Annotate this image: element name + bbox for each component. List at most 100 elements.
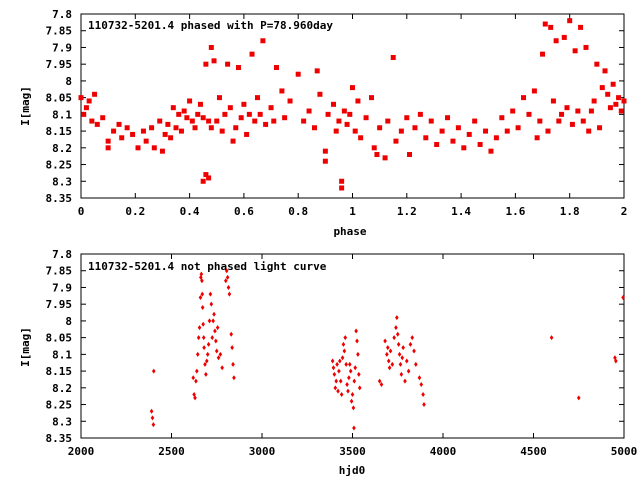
- phased-data-point: [157, 118, 163, 124]
- unphased-data-point: [399, 371, 404, 377]
- unphased-data-point: [403, 378, 407, 384]
- phased-data-point: [206, 118, 212, 124]
- phased-data-point: [515, 125, 521, 131]
- phased-data-point: [616, 95, 622, 101]
- phased-data-point: [94, 121, 100, 127]
- phased-y-tick-label: 7.85: [46, 25, 73, 38]
- unphased-data-point: [193, 395, 197, 401]
- unphased-data-point: [331, 365, 336, 371]
- unphased-data-point: [387, 365, 392, 371]
- unphased-data-point: [397, 351, 402, 357]
- unphased-data-point: [205, 351, 210, 357]
- unphased-plot-title: 110732-5201.4 not phased light curve: [88, 260, 327, 273]
- phased-data-point: [219, 128, 225, 134]
- unphased-data-point: [231, 361, 235, 367]
- phased-data-point: [311, 125, 317, 131]
- unphased-data-point: [195, 368, 199, 374]
- phased-data-point: [610, 81, 616, 87]
- unphased-data-point: [206, 341, 211, 347]
- unphased-data-point: [383, 338, 387, 344]
- unphased-y-tick-label: 8.25: [46, 399, 73, 412]
- unphased-data-point: [396, 341, 401, 347]
- phased-x-tick-label: 0: [78, 205, 85, 218]
- phased-data-point: [214, 118, 220, 124]
- phased-data-point: [578, 24, 584, 30]
- phased-data-point: [428, 118, 434, 124]
- phased-data-point: [445, 115, 451, 121]
- unphased-data-point: [208, 291, 213, 297]
- phased-y-tick-label: 8.05: [46, 92, 73, 105]
- unphased-data-point: [621, 294, 625, 300]
- phased-data-point: [86, 98, 92, 104]
- phased-y-tick-label: 8.3: [52, 175, 72, 188]
- unphased-data-point: [227, 291, 232, 297]
- phased-x-tick-label: 1: [349, 205, 356, 218]
- phased-data-point: [605, 91, 611, 97]
- unphased-data-point: [151, 368, 156, 374]
- phased-data-point: [235, 65, 241, 71]
- unphased-y-tick-label: 7.8: [52, 248, 72, 261]
- unphased-data-point: [614, 358, 618, 364]
- phased-data-point: [597, 125, 603, 131]
- unphased-data-point: [207, 318, 212, 324]
- unphased-data-point: [350, 392, 355, 398]
- unphased-y-tick-label: 8: [65, 315, 72, 328]
- phased-data-point: [586, 128, 592, 134]
- phased-data-point: [358, 135, 364, 141]
- phased-y-tick-label: 8: [65, 75, 72, 88]
- unphased-data-point: [214, 338, 218, 344]
- phased-data-point: [140, 128, 146, 134]
- phased-data-point: [407, 152, 413, 158]
- unphased-y-tick-label: 8.35: [46, 432, 73, 445]
- unphased-data-point: [197, 325, 202, 331]
- unphased-data-point: [417, 375, 422, 381]
- phased-data-point: [575, 108, 581, 114]
- phased-data-point: [208, 125, 214, 131]
- unphased-data-point: [395, 315, 399, 321]
- unphased-data-point: [347, 361, 352, 367]
- unphased-data-point: [338, 378, 343, 384]
- phased-data-point: [369, 95, 375, 101]
- unphased-x-tick-label: 4000: [430, 445, 457, 458]
- phased-data-point: [599, 85, 605, 91]
- unphased-data-point: [204, 371, 208, 377]
- phased-x-tick-label: 1.4: [451, 205, 471, 218]
- phased-data-point: [149, 125, 155, 131]
- phased-data-point: [271, 118, 277, 124]
- phased-data-point: [567, 18, 573, 24]
- phased-data-point: [537, 118, 543, 124]
- phased-x-tick-label: 1.8: [560, 205, 580, 218]
- unphased-data-point: [229, 331, 234, 337]
- phased-x-tick-label: 1.2: [397, 205, 417, 218]
- unphased-data-point: [214, 348, 219, 354]
- phased-data-point: [263, 121, 269, 127]
- phased-data-point: [618, 108, 624, 114]
- phased-data-point: [385, 118, 391, 124]
- phased-data-point: [450, 138, 456, 144]
- unphased-y-tick-label: 8.3: [52, 415, 72, 428]
- phased-data-point: [594, 61, 600, 67]
- unphased-data-point: [230, 345, 234, 351]
- phased-data-point: [314, 68, 320, 74]
- unphased-data-point: [199, 271, 204, 277]
- phased-data-point: [181, 108, 187, 114]
- phased-data-point: [322, 148, 328, 154]
- unphased-data-point: [204, 358, 209, 364]
- unphased-data-point: [149, 408, 154, 414]
- phased-data-point: [455, 125, 461, 131]
- phased-data-point: [200, 115, 206, 121]
- phased-data-point: [322, 158, 328, 164]
- phased-data-point: [472, 118, 478, 124]
- unphased-data-point: [225, 274, 230, 280]
- phased-data-point: [252, 118, 258, 124]
- phased-data-point: [382, 155, 388, 161]
- unphased-data-point: [213, 328, 217, 334]
- unphased-data-point: [226, 284, 231, 290]
- phased-data-point: [282, 115, 288, 121]
- phased-data-point: [556, 118, 562, 124]
- unphased-data-point: [330, 358, 335, 364]
- phased-data-point: [241, 101, 247, 107]
- unphased-data-point: [346, 388, 350, 394]
- phased-data-point: [178, 128, 184, 134]
